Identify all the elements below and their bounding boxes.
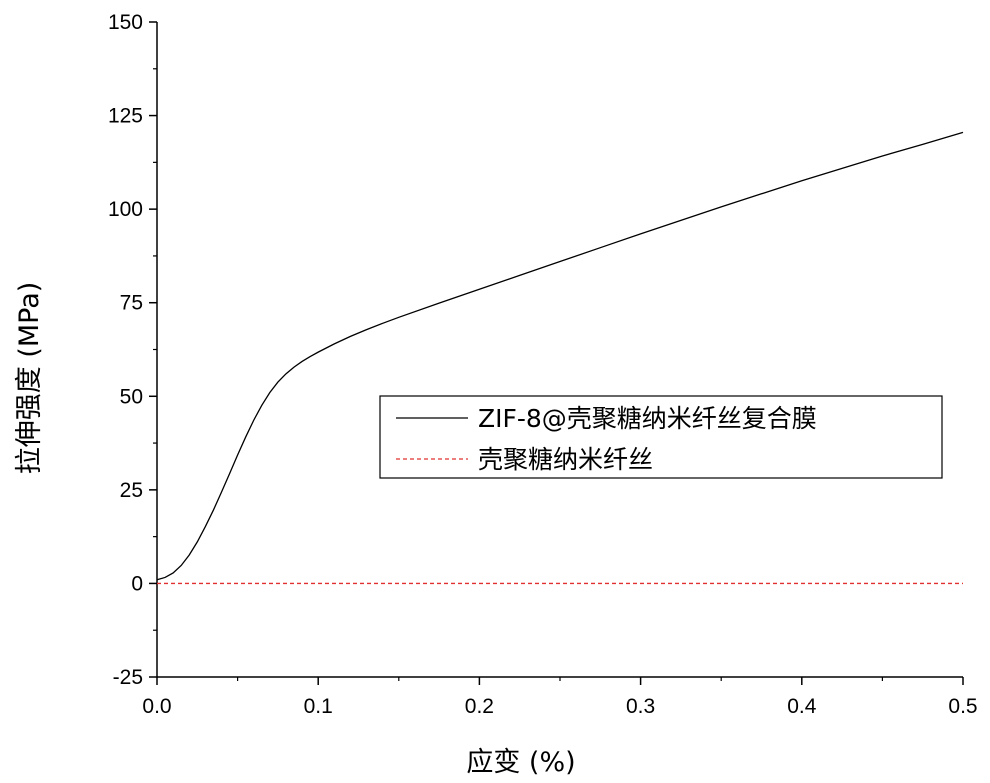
legend-label-composite: ZIF-8@壳聚糖纳米纤丝复合膜	[478, 404, 817, 433]
x-tick-label: 0.5	[948, 695, 977, 718]
y-tick-label: 100	[108, 198, 143, 221]
x-tick-label: 0.2	[465, 695, 494, 718]
y-tick-label: 50	[120, 385, 143, 408]
y-axis-title: 拉伸强度 (MPa)	[14, 282, 45, 475]
series-line-composite	[156, 131, 964, 581]
y-tick-label: -25	[113, 666, 143, 689]
x-tick-label: 0.0	[142, 695, 171, 718]
y-tick-label: 125	[108, 105, 143, 128]
y-ticks: -25 0 25 50 75 100 125 150	[108, 11, 157, 689]
x-ticks: 0.0 0.1 0.2 0.3 0.4 0.5	[142, 677, 978, 718]
legend-label-chitosan: 壳聚糖纳米纤丝	[478, 445, 653, 474]
y-tick-label: 0	[131, 572, 143, 595]
y-tick-label: 150	[108, 11, 143, 34]
legend: ZIF-8@壳聚糖纳米纤丝复合膜 壳聚糖纳米纤丝	[379, 395, 943, 479]
y-tick-label: 25	[120, 479, 143, 502]
x-tick-label: 0.3	[626, 695, 655, 718]
legend-box	[379, 395, 943, 479]
x-tick-label: 0.4	[787, 695, 817, 718]
x-tick-label: 0.1	[304, 695, 333, 718]
series-layer	[156, 131, 964, 585]
y-tick-label: 75	[120, 292, 143, 315]
x-axis-title: 应变 (%)	[466, 747, 575, 778]
